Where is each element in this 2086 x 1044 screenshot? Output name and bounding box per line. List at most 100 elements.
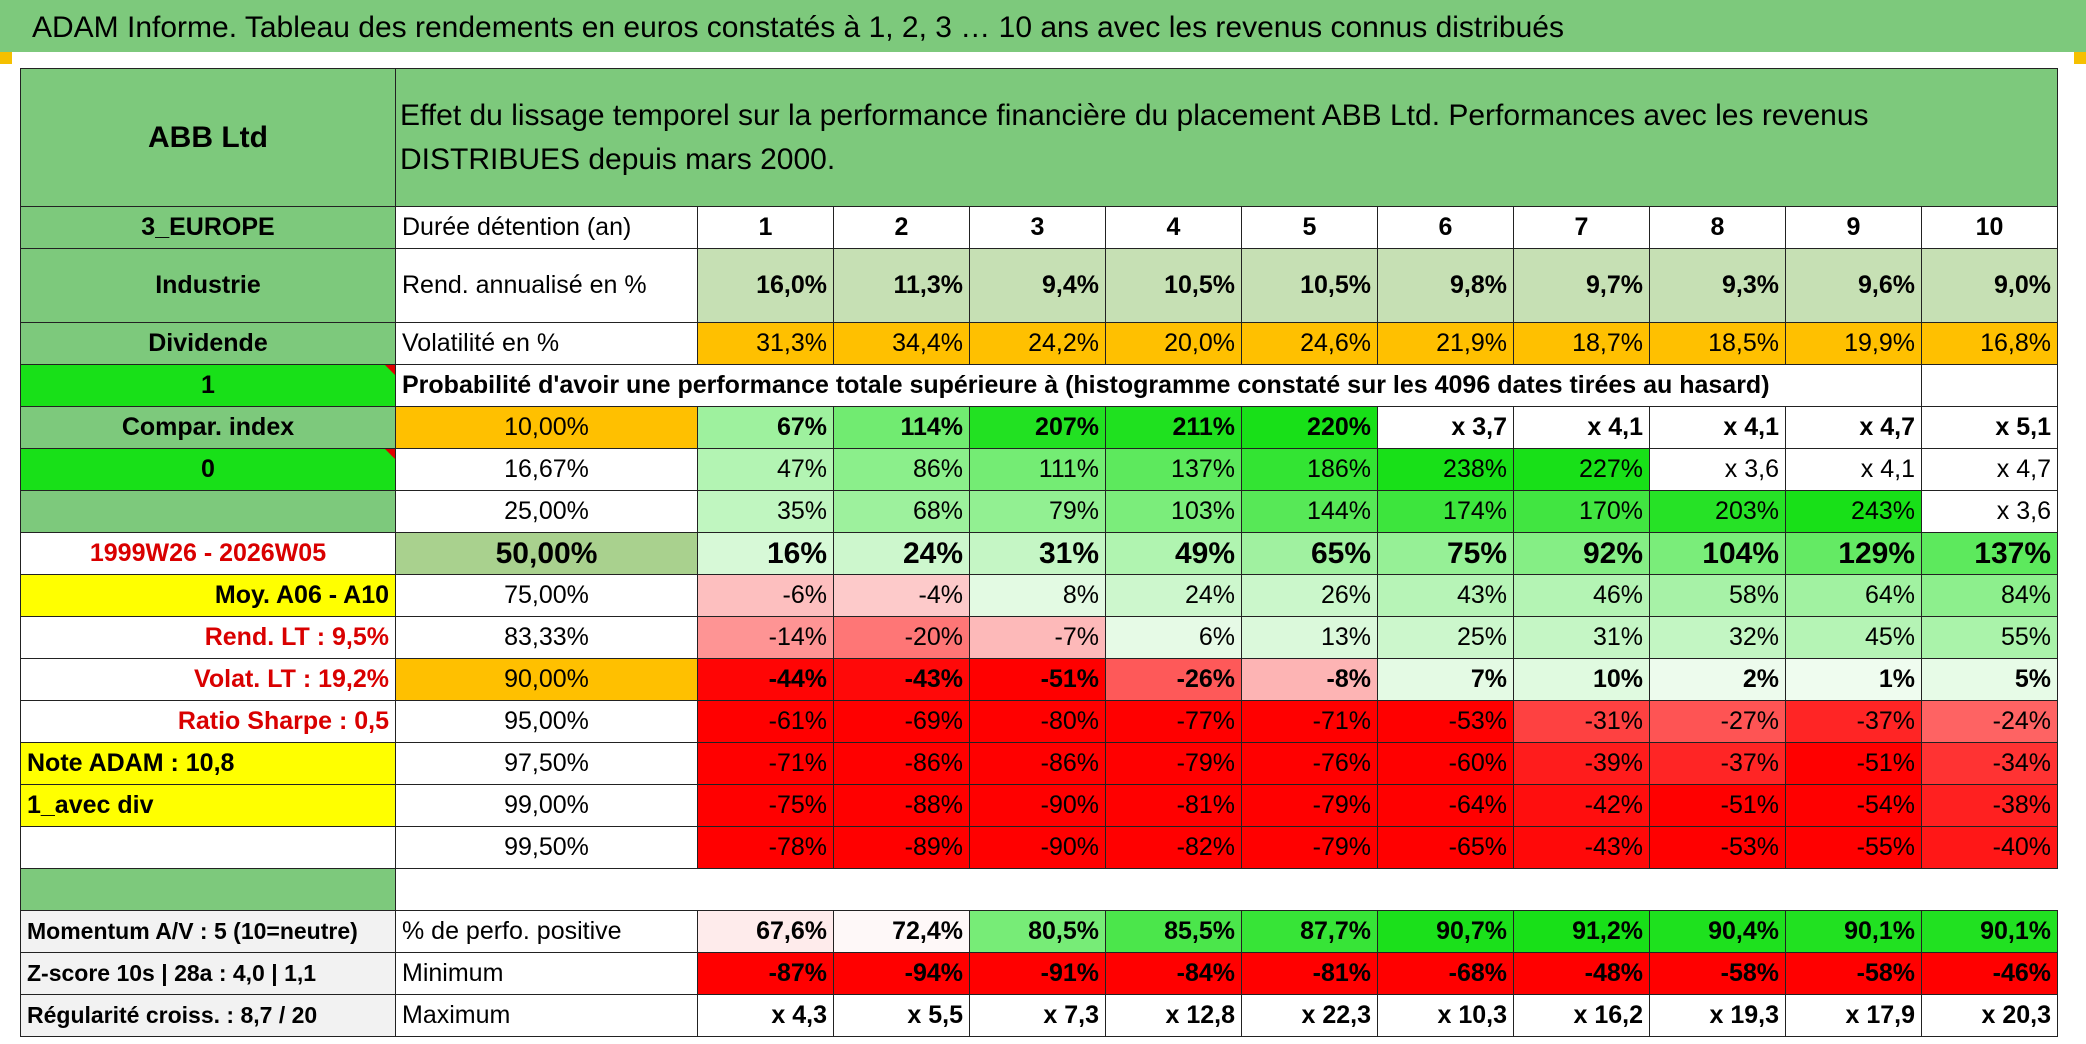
performance-value: -79% <box>1105 742 1242 785</box>
report-title: ADAM Informe. Tableau des rendements en … <box>0 0 2086 52</box>
quantile-row: 0 16,67% 47% 86% 111% 137% 186% 238% 227% x 3,6 x … <box>20 448 2058 491</box>
asset-name: ABB Ltd <box>20 68 396 207</box>
maximum-label: Maximum <box>395 994 698 1037</box>
momentum-label: Momentum A/V : 5 (10=neutre) <box>20 910 396 953</box>
quantile-row: Ratio Sharpe : 0,5 95,00% -61% -69% -80% -77%… <box>20 700 2058 743</box>
quantile-row: Note ADAM : 10,8 97,50% -71% -86% -86% -79% -7… <box>20 742 2058 785</box>
performance-value: 243% <box>1785 490 1922 533</box>
spacer-row <box>20 868 2058 911</box>
performance-value: 92% <box>1513 532 1650 575</box>
performance-value: -43% <box>833 658 970 701</box>
year-header: 1 <box>697 206 834 249</box>
volatility-value: 20,0% <box>1105 322 1242 365</box>
volatility-value: 21,9% <box>1377 322 1514 365</box>
positive-performance-value: 85,5% <box>1105 910 1242 953</box>
performance-value: -55% <box>1785 826 1922 869</box>
performance-value: x 3,7 <box>1377 406 1514 449</box>
minimum-value: -94% <box>833 952 970 995</box>
duration-label: Durée détention (an) <box>395 206 698 249</box>
performance-value: -51% <box>969 658 1106 701</box>
performance-value: x 4,1 <box>1513 406 1650 449</box>
performance-value: 65% <box>1241 532 1378 575</box>
performance-value: 24% <box>833 532 970 575</box>
minimum-label: Minimum <box>395 952 698 995</box>
dividend-label: Dividende <box>20 322 396 365</box>
maximum-value: x 7,3 <box>969 994 1106 1037</box>
positive-performance-value: 90,7% <box>1377 910 1514 953</box>
year-header: 6 <box>1377 206 1514 249</box>
performance-value: -81% <box>1105 784 1242 827</box>
sector-label: Industrie <box>20 248 396 323</box>
performance-value: 129% <box>1785 532 1922 575</box>
quantile-percent: 95,00% <box>395 700 698 743</box>
maximum-value: x 12,8 <box>1105 994 1242 1037</box>
maximum-value: x 22,3 <box>1241 994 1378 1037</box>
performance-value: 7% <box>1377 658 1514 701</box>
performance-value: -51% <box>1785 742 1922 785</box>
performance-value: 24% <box>1105 574 1242 617</box>
volatility-value: 18,7% <box>1513 322 1650 365</box>
empty-cell <box>20 826 396 869</box>
performance-value: 47% <box>697 448 834 491</box>
performance-value: 64% <box>1785 574 1922 617</box>
performance-value: 13% <box>1241 616 1378 659</box>
minimum-value: -91% <box>969 952 1106 995</box>
annual-return-value: 9,0% <box>1921 248 2058 323</box>
performance-value: x 5,1 <box>1921 406 2058 449</box>
performance-table: ABB Ltd Effet du lissage temporel sur la… <box>20 68 2058 1037</box>
performance-value: 211% <box>1105 406 1242 449</box>
volatility-value: 24,6% <box>1241 322 1378 365</box>
positive-performance-value: 72,4% <box>833 910 970 953</box>
annual-return-value: 9,6% <box>1785 248 1922 323</box>
probability-header-row: 1 Probabilité d'avoir une performance tot… <box>20 364 2058 407</box>
table-description: Effet du lissage temporel sur la perform… <box>395 68 2058 207</box>
performance-value: -20% <box>833 616 970 659</box>
performance-value: -24% <box>1921 700 2058 743</box>
duration-row: 3_EUROPE Durée détention (an) 1 2 3 4 5 6 7 8 9 10 <box>20 206 2058 249</box>
header-row: ABB Ltd Effet du lissage temporel sur la… <box>20 68 2058 207</box>
annual-return-label: Rend. annualisé en % <box>395 248 698 323</box>
performance-value: -65% <box>1377 826 1514 869</box>
performance-value: 137% <box>1921 532 2058 575</box>
dividend-mode: 1_avec div <box>20 784 396 827</box>
volatility-value: 18,5% <box>1649 322 1786 365</box>
performance-value: -34% <box>1921 742 2058 785</box>
performance-value: 1% <box>1785 658 1922 701</box>
performance-value: -76% <box>1241 742 1378 785</box>
quantile-percent: 99,50% <box>395 826 698 869</box>
performance-value: -71% <box>697 742 834 785</box>
minimum-value: -68% <box>1377 952 1514 995</box>
performance-value: x 4,7 <box>1785 406 1922 449</box>
zscore-label: Z-score 10s | 28a : 4,0 | 1,1 <box>20 952 396 995</box>
performance-value: 46% <box>1513 574 1650 617</box>
performance-value: -54% <box>1785 784 1922 827</box>
maximum-value: x 4,3 <box>697 994 834 1037</box>
performance-value: -80% <box>969 700 1106 743</box>
regularity-label: Régularité croiss. : 8,7 / 20 <box>20 994 396 1037</box>
annual-return-value: 10,5% <box>1105 248 1242 323</box>
quantile-percent: 83,33% <box>395 616 698 659</box>
performance-value: -90% <box>969 784 1106 827</box>
quantile-row: 1_avec div 99,00% -75% -88% -90% -81% -79% -64%… <box>20 784 2058 827</box>
performance-value: 75% <box>1377 532 1514 575</box>
table-body: ABB Ltd Effet du lissage temporel sur la… <box>20 68 2058 1037</box>
performance-value: -90% <box>969 826 1106 869</box>
quantile-row: Moy. A06 - A10 75,00% -6% -4% 8% 24% 26% 43% 46%… <box>20 574 2058 617</box>
performance-value: 31% <box>969 532 1106 575</box>
performance-value: -27% <box>1649 700 1786 743</box>
performance-value: -53% <box>1377 700 1514 743</box>
performance-value: -78% <box>697 826 834 869</box>
minimum-value: -58% <box>1785 952 1922 995</box>
performance-value: 79% <box>969 490 1106 533</box>
performance-value: 114% <box>833 406 970 449</box>
performance-value: x 3,6 <box>1649 448 1786 491</box>
performance-value: 170% <box>1513 490 1650 533</box>
year-header: 9 <box>1785 206 1922 249</box>
performance-value: 84% <box>1921 574 2058 617</box>
performance-value: 68% <box>833 490 970 533</box>
performance-value: -6% <box>697 574 834 617</box>
volatility-row: Dividende Volatilité en % 31,3% 34,4% 24,2% 2… <box>20 322 2058 365</box>
quantile-row: 25,00% 35% 68% 79% 103% 144% 174% 170% 203% 243% x… <box>20 490 2058 533</box>
performance-value: -71% <box>1241 700 1378 743</box>
performance-value: 144% <box>1241 490 1378 533</box>
